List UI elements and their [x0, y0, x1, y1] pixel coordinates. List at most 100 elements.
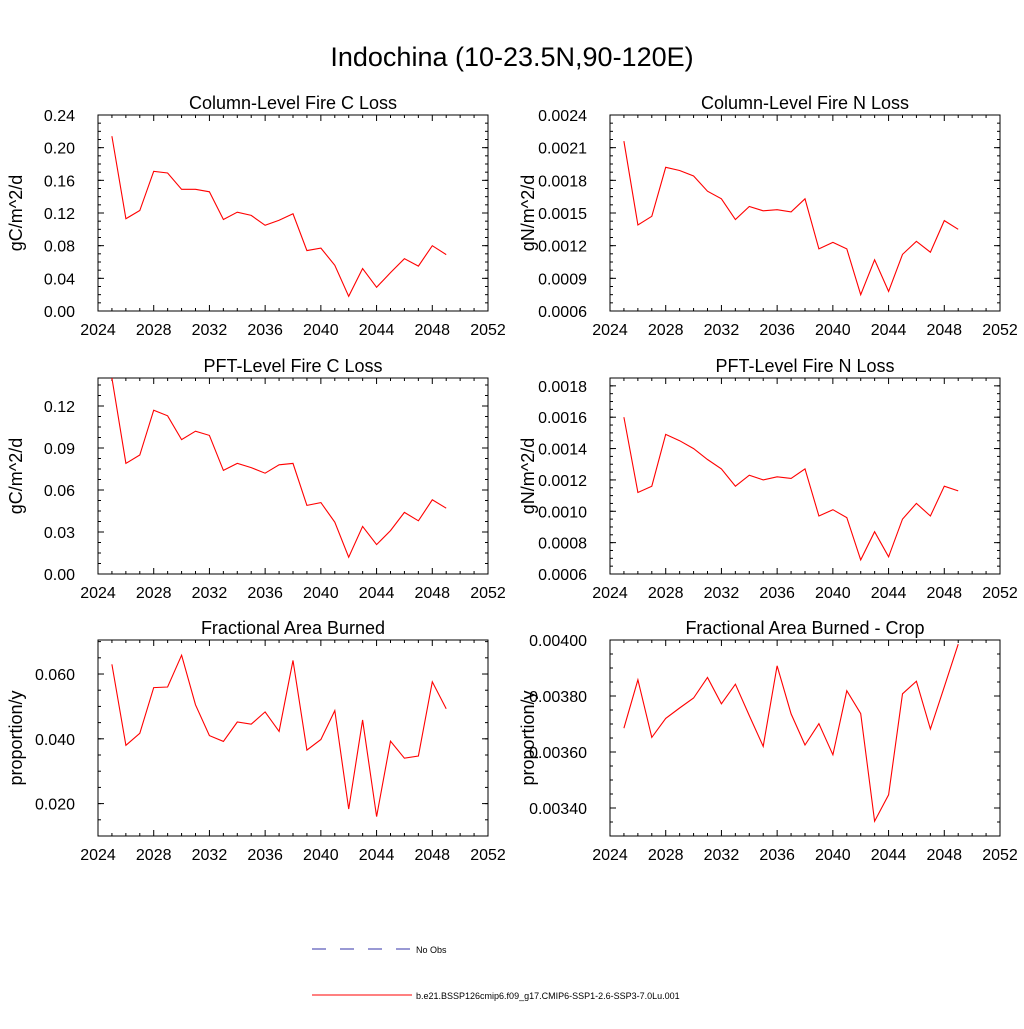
x-tick-label: 2048 — [414, 322, 450, 339]
y-tick-label: 0.06 — [44, 483, 75, 500]
x-tick-label: 2024 — [592, 585, 628, 602]
x-tick-label: 2052 — [982, 322, 1018, 339]
x-tick-label: 2032 — [192, 847, 228, 864]
panel-4: PFT-Level Fire N Loss gN/m^2/d 2024 2028 203… — [518, 356, 1018, 602]
x-tick-label: 2036 — [247, 322, 283, 339]
y-tick-label: 0.0006 — [538, 304, 587, 321]
x-tick-label: 2028 — [648, 847, 684, 864]
panel-title: Fractional Area Burned — [201, 618, 385, 638]
panel-title: Column-Level Fire N Loss — [701, 93, 909, 113]
y-tick-label: 0.0014 — [538, 442, 587, 459]
x-tick-label: 2040 — [815, 847, 851, 864]
x-tick-label: 2028 — [648, 322, 684, 339]
panel-5: Fractional Area Burned proportion/y 2024 20… — [6, 618, 506, 864]
x-tick-label: 2052 — [470, 322, 506, 339]
y-axis-label: gC/m^2/d — [6, 438, 26, 514]
y-axis-label: gC/m^2/d — [6, 175, 26, 251]
y-tick-label: 0.0010 — [538, 504, 587, 521]
x-tick-label: 2048 — [414, 585, 450, 602]
y-tick-label: 0.00340 — [529, 801, 587, 818]
legend-no-obs-label: No Obs — [416, 945, 447, 955]
plot-frame — [97, 639, 489, 837]
series-line — [111, 136, 447, 298]
plot-frame — [97, 114, 489, 312]
x-tick-label: 2040 — [303, 322, 339, 339]
x-tick-label: 2040 — [303, 585, 339, 602]
series-line — [623, 141, 959, 297]
y-tick-label: 0.0012 — [538, 473, 587, 490]
y-axis-label: gN/m^2/d — [518, 438, 538, 514]
series-line — [111, 377, 447, 559]
y-tick-label: 0.00 — [44, 567, 75, 584]
y-axis-label: proportion/y — [518, 690, 538, 785]
x-tick-label: 2048 — [926, 322, 962, 339]
y-tick-label: 0.0015 — [538, 206, 587, 223]
x-tick-label: 2044 — [871, 585, 907, 602]
plot-frame — [97, 377, 489, 575]
y-tick-label: 0.0018 — [538, 379, 587, 396]
x-tick-label: 2028 — [648, 585, 684, 602]
y-axis-label: proportion/y — [6, 690, 26, 785]
x-tick-label: 2032 — [704, 322, 740, 339]
y-tick-label: 0.0008 — [538, 536, 587, 553]
x-tick-label: 2028 — [136, 322, 172, 339]
x-tick-label: 2036 — [759, 847, 795, 864]
x-tick-label: 2048 — [414, 847, 450, 864]
x-tick-label: 2036 — [247, 847, 283, 864]
y-tick-label: 0.00 — [44, 304, 75, 321]
y-tick-label: 0.00400 — [529, 633, 587, 650]
y-axis-label: gN/m^2/d — [518, 175, 538, 251]
panel-3: PFT-Level Fire C Loss gC/m^2/d 2024 2028 203… — [6, 356, 506, 602]
y-tick-label: 0.0024 — [538, 108, 587, 125]
series-line — [623, 644, 959, 823]
x-tick-label: 2040 — [303, 847, 339, 864]
x-tick-label: 2052 — [470, 585, 506, 602]
plot-frame — [609, 639, 1001, 837]
y-tick-label: 0.12 — [44, 399, 75, 416]
plot-frame — [609, 114, 1001, 312]
x-tick-label: 2028 — [136, 847, 172, 864]
y-tick-label: 0.020 — [35, 797, 75, 814]
x-tick-label: 2040 — [815, 585, 851, 602]
x-tick-label: 2036 — [759, 322, 795, 339]
y-tick-label: 0.12 — [44, 206, 75, 223]
panel-title: PFT-Level Fire C Loss — [203, 356, 382, 376]
panel-title: Fractional Area Burned - Crop — [685, 618, 924, 638]
y-tick-label: 0.03 — [44, 525, 75, 542]
x-tick-label: 2052 — [470, 847, 506, 864]
x-tick-label: 2044 — [359, 847, 395, 864]
y-tick-label: 0.0006 — [538, 567, 587, 584]
series-line — [623, 417, 959, 562]
x-tick-label: 2044 — [871, 847, 907, 864]
x-tick-label: 2028 — [136, 585, 172, 602]
x-tick-label: 2044 — [359, 585, 395, 602]
panel-title: Column-Level Fire C Loss — [189, 93, 397, 113]
y-tick-label: 0.0009 — [538, 271, 587, 288]
panel-1: Column-Level Fire C Loss gC/m^2/d 2024 2028… — [6, 93, 506, 339]
x-tick-label: 2048 — [926, 847, 962, 864]
panel-6: Fractional Area Burned - Crop proportion/… — [518, 618, 1018, 864]
y-tick-label: 0.24 — [44, 108, 75, 125]
x-tick-label: 2024 — [80, 585, 116, 602]
x-tick-label: 2032 — [704, 847, 740, 864]
x-tick-label: 2032 — [192, 585, 228, 602]
x-tick-label: 2024 — [80, 322, 116, 339]
y-tick-label: 0.04 — [44, 271, 75, 288]
x-tick-label: 2024 — [80, 847, 116, 864]
y-tick-label: 0.00360 — [529, 745, 587, 762]
y-tick-label: 0.20 — [44, 141, 75, 158]
series-line — [111, 653, 447, 817]
y-tick-label: 0.040 — [35, 732, 75, 749]
x-tick-label: 2044 — [359, 322, 395, 339]
x-tick-label: 2032 — [704, 585, 740, 602]
x-tick-label: 2024 — [592, 322, 628, 339]
main-title: Indochina (10-23.5N,90-120E) — [330, 42, 693, 72]
y-tick-label: 0.08 — [44, 239, 75, 256]
plot-frame — [609, 377, 1001, 575]
x-tick-label: 2036 — [247, 585, 283, 602]
y-tick-label: 0.0012 — [538, 239, 587, 256]
x-tick-label: 2024 — [592, 847, 628, 864]
y-tick-label: 0.16 — [44, 173, 75, 190]
